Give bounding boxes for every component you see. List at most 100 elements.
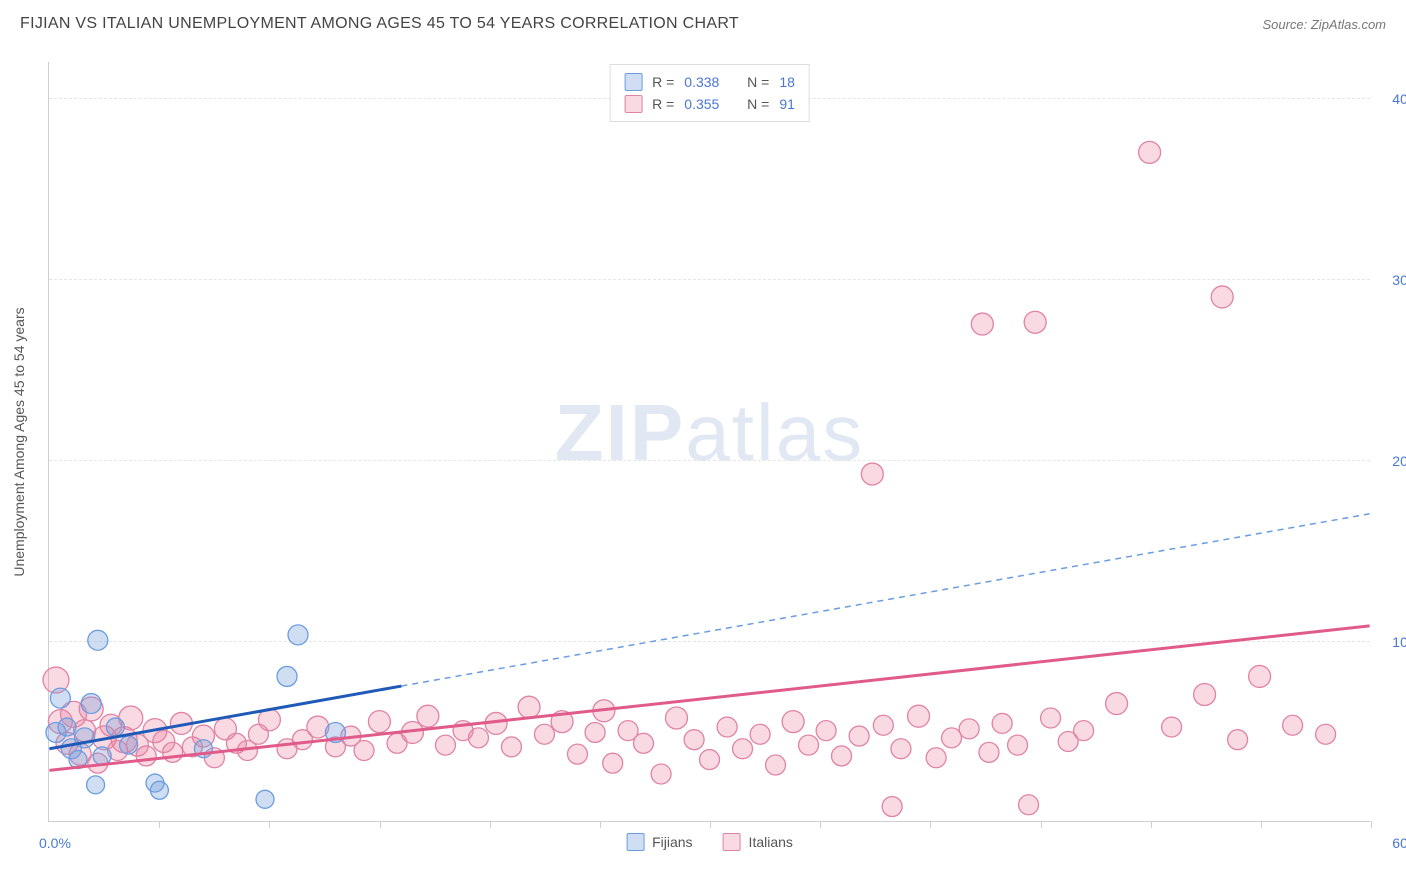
x-tick <box>1151 821 1152 828</box>
data-point <box>971 313 993 335</box>
data-point <box>50 688 70 708</box>
x-tick <box>1041 821 1042 828</box>
data-point <box>88 630 108 650</box>
data-point <box>277 666 297 686</box>
data-point <box>733 739 753 759</box>
source-label: Source: ZipAtlas.com <box>1262 17 1386 32</box>
data-point <box>1074 721 1094 741</box>
data-point <box>518 696 540 718</box>
legend-label-fijians: Fijians <box>652 834 692 850</box>
x-axis-label-max: 60.0% <box>1392 835 1406 851</box>
data-point <box>849 726 869 746</box>
data-point <box>1024 311 1046 333</box>
x-tick <box>930 821 931 828</box>
trend-line-italians <box>49 626 1369 771</box>
data-point <box>120 736 138 754</box>
data-point <box>861 463 883 485</box>
x-tick <box>820 821 821 828</box>
data-point <box>256 790 274 808</box>
data-point <box>873 715 893 735</box>
data-point <box>417 705 439 727</box>
data-point <box>1194 684 1216 706</box>
data-point <box>1041 708 1061 728</box>
data-point <box>908 705 930 727</box>
data-point <box>634 733 654 753</box>
legend-item-fijians: Fijians <box>626 833 692 851</box>
x-tick <box>380 821 381 828</box>
data-point <box>1139 141 1161 163</box>
stats-legend: R = 0.338 N = 18 R = 0.355 N = 91 <box>609 64 810 122</box>
y-axis-title: Unemployment Among Ages 45 to 54 years <box>11 307 27 576</box>
x-tick <box>159 821 160 828</box>
chart-header: FIJIAN VS ITALIAN UNEMPLOYMENT AMONG AGE… <box>0 0 1406 48</box>
data-point <box>766 755 786 775</box>
data-point <box>1283 715 1303 735</box>
data-point <box>585 722 605 742</box>
data-point <box>1008 735 1028 755</box>
bottom-legend: Fijians Italians <box>626 833 793 851</box>
data-point <box>832 746 852 766</box>
data-point <box>136 746 156 766</box>
data-point <box>959 719 979 739</box>
data-point <box>81 694 101 714</box>
data-point <box>782 711 804 733</box>
y-tick-label: 40.0% <box>1377 91 1406 107</box>
data-point <box>942 728 962 748</box>
data-point <box>666 707 688 729</box>
x-axis-label-min: 0.0% <box>39 835 71 851</box>
n-label: N = <box>747 71 769 93</box>
chart-svg <box>49 62 1370 821</box>
y-tick-label: 20.0% <box>1377 453 1406 469</box>
data-point <box>979 742 999 762</box>
data-point <box>150 781 168 799</box>
swatch-italians <box>624 95 642 113</box>
data-point <box>288 625 308 645</box>
data-point <box>992 713 1012 733</box>
n-value-italians: 91 <box>779 93 795 115</box>
stats-row-italians: R = 0.355 N = 91 <box>624 93 795 115</box>
data-point <box>684 730 704 750</box>
data-point <box>926 748 946 768</box>
data-point <box>750 724 770 744</box>
data-point <box>1019 795 1039 815</box>
data-point <box>603 753 623 773</box>
swatch-italians <box>723 833 741 851</box>
x-tick <box>1371 821 1372 828</box>
swatch-fijians <box>624 73 642 91</box>
data-point <box>567 744 587 764</box>
swatch-fijians <box>626 833 644 851</box>
data-point <box>816 721 836 741</box>
data-point <box>1211 286 1233 308</box>
data-point <box>534 724 554 744</box>
data-point <box>354 741 374 761</box>
data-point <box>1106 693 1128 715</box>
plot-area: Unemployment Among Ages 45 to 54 years Z… <box>48 62 1370 822</box>
legend-label-italians: Italians <box>749 834 793 850</box>
x-tick <box>710 821 711 828</box>
legend-item-italians: Italians <box>723 833 793 851</box>
data-point <box>651 764 671 784</box>
y-tick-label: 10.0% <box>1377 634 1406 650</box>
r-value-italians: 0.355 <box>684 93 719 115</box>
x-tick <box>490 821 491 828</box>
trend-line-fijians-dashed <box>401 514 1369 686</box>
x-tick <box>1261 821 1262 828</box>
chart-title: FIJIAN VS ITALIAN UNEMPLOYMENT AMONG AGE… <box>20 15 739 33</box>
data-point <box>717 717 737 737</box>
data-point <box>106 718 124 736</box>
x-tick <box>600 821 601 828</box>
r-value-fijians: 0.338 <box>684 71 719 93</box>
data-point <box>468 728 488 748</box>
x-tick <box>269 821 270 828</box>
data-point <box>1316 724 1336 744</box>
data-point <box>1162 717 1182 737</box>
data-point <box>1228 730 1248 750</box>
data-point <box>435 735 455 755</box>
data-point <box>87 776 105 794</box>
data-point <box>891 739 911 759</box>
stats-row-fijians: R = 0.338 N = 18 <box>624 71 795 93</box>
data-point <box>501 737 521 757</box>
data-point <box>882 797 902 817</box>
r-label: R = <box>652 93 674 115</box>
y-tick-label: 30.0% <box>1377 272 1406 288</box>
